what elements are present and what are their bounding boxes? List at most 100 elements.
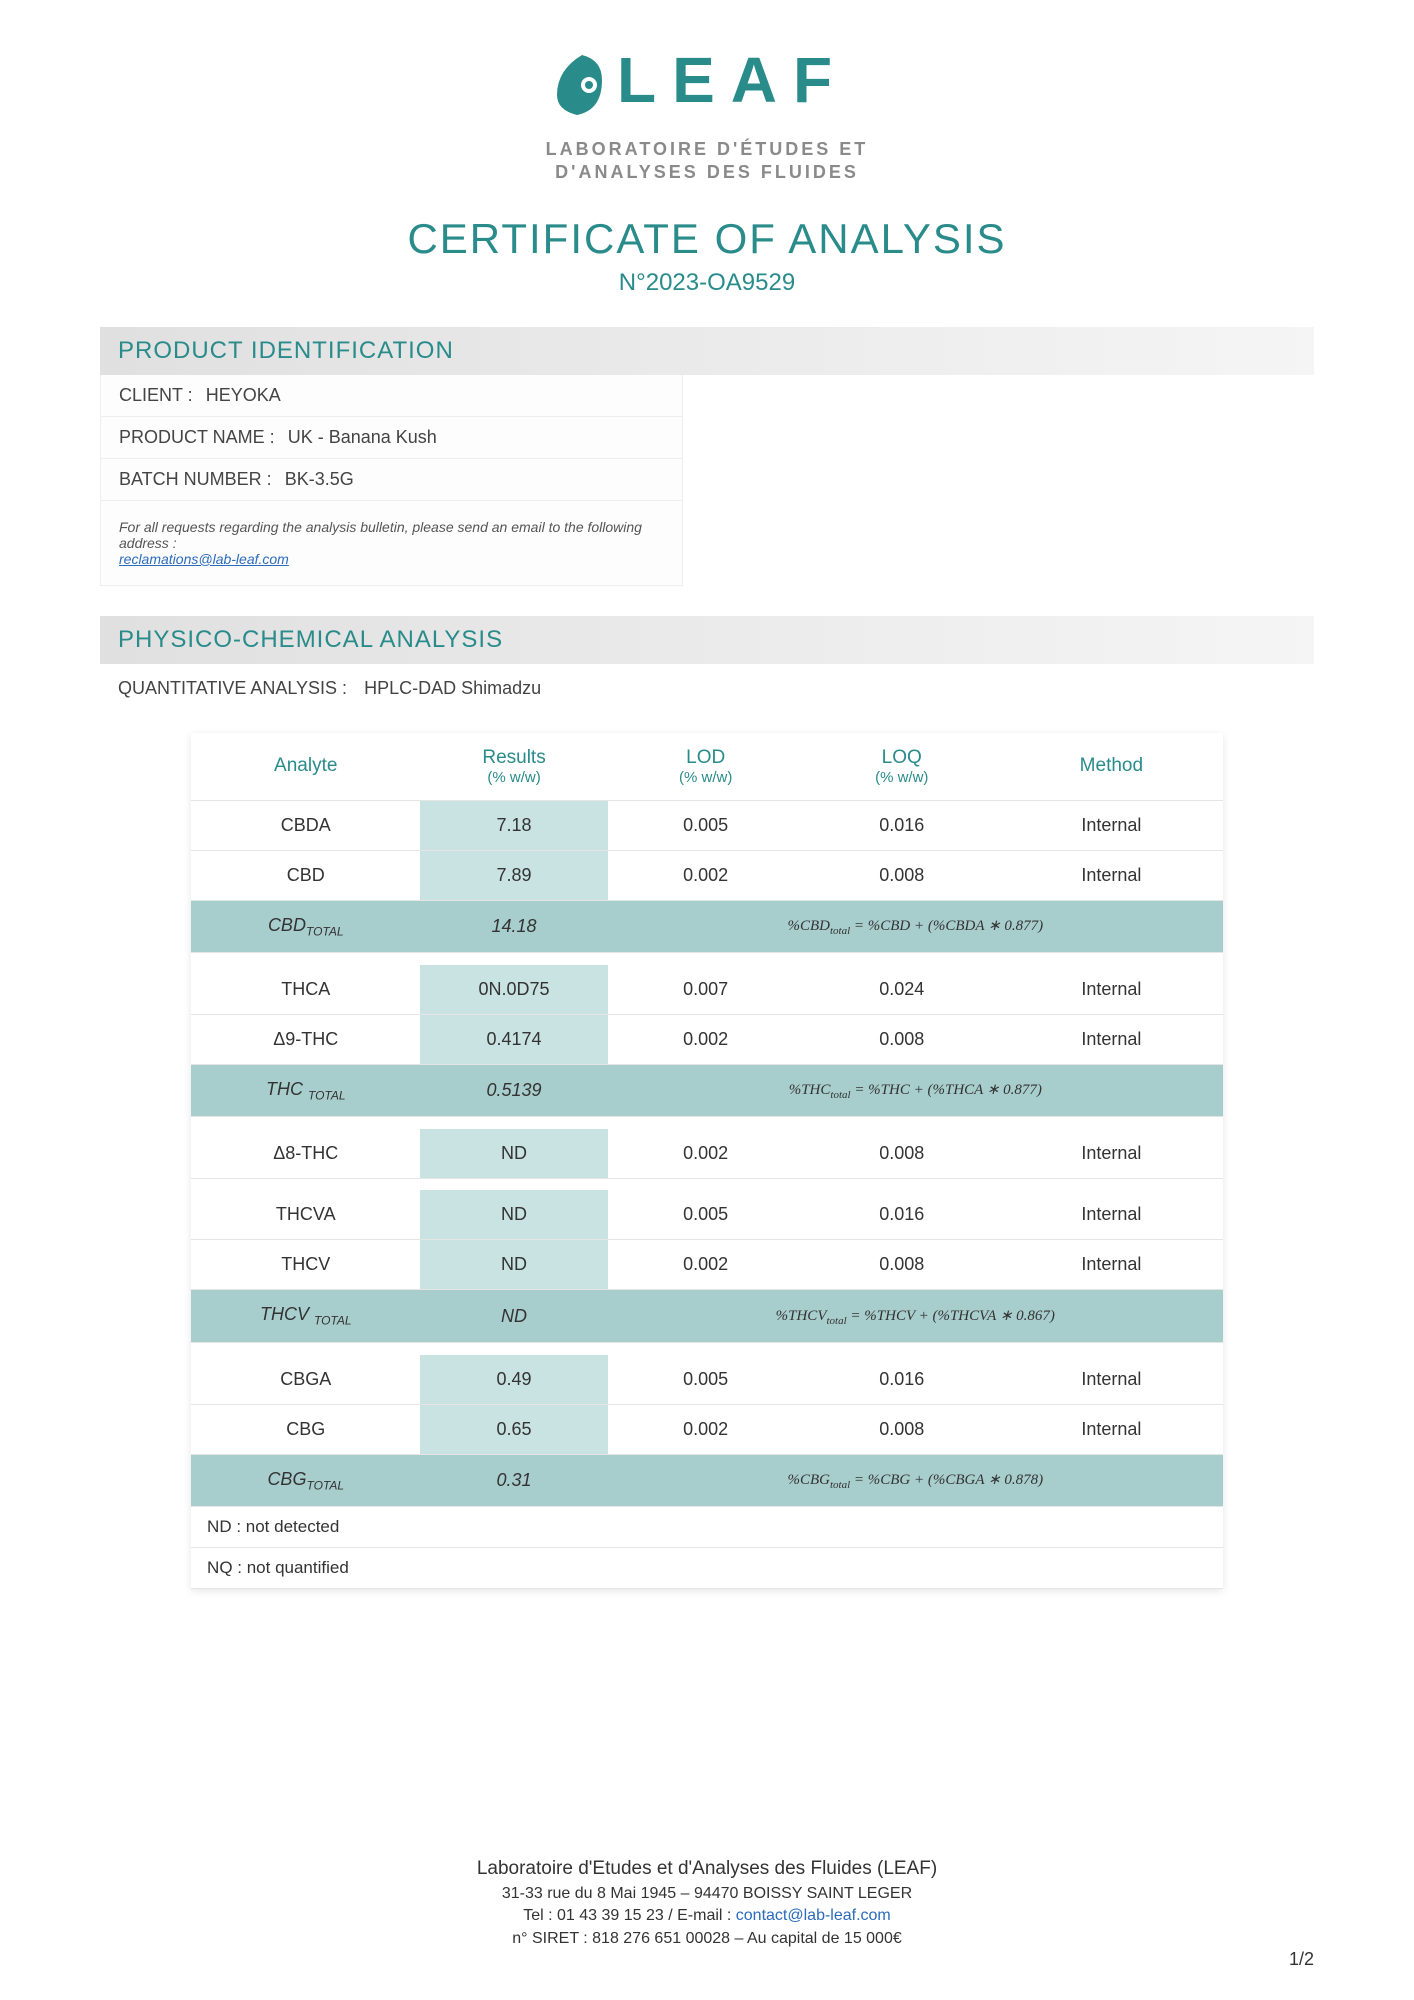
cell-result: 0.49 — [420, 1355, 607, 1405]
legend-text: ND : not detected — [191, 1507, 1223, 1548]
table-gap-row — [191, 1343, 1223, 1355]
cell-lod: 0.002 — [608, 1014, 804, 1064]
page-number: 1/2 — [1289, 1949, 1314, 1970]
certificate-title: CERTIFICATE OF ANALYSIS — [100, 215, 1314, 263]
ident-value: BK-3.5G — [285, 469, 354, 489]
cell-method: Internal — [1000, 1014, 1223, 1064]
ident-row-batch: BATCH NUMBER : BK-3.5G — [101, 459, 682, 501]
cell-lod: 0.005 — [608, 800, 804, 850]
cell-formula: %THCtotal = %THC + (%THCA ∗ 0.877) — [608, 1064, 1223, 1117]
table-row: THCVAND0.0050.016Internal — [191, 1190, 1223, 1240]
section-header-product-ident: PRODUCT IDENTIFICATION — [100, 327, 1314, 375]
logo-section: LEAF LABORATOIRE D'ÉTUDES ET D'ANALYSES … — [100, 40, 1314, 185]
footer-email-link[interactable]: contact@lab-leaf.com — [736, 1907, 891, 1924]
ident-row-client: CLIENT : HEYOKA — [101, 375, 682, 417]
cell-lod: 0.002 — [608, 1404, 804, 1454]
product-ident-box: CLIENT : HEYOKA PRODUCT NAME : UK - Bana… — [100, 375, 683, 586]
cell-result: 0N.0D75 — [420, 965, 607, 1015]
cell-lod: 0.007 — [608, 965, 804, 1015]
cell-result-total: 14.18 — [420, 900, 607, 953]
cell-analyte: CBDA — [191, 800, 420, 850]
footer-line1: Laboratoire d'Etudes et d'Analyses des F… — [0, 1856, 1414, 1883]
table-total-row: THCV TOTALND%THCVtotal = %THCV + (%THCVA… — [191, 1290, 1223, 1343]
analysis-value: HPLC-DAD Shimadzu — [364, 678, 541, 698]
cell-formula: %CBDtotal = %CBD + (%CBDA ∗ 0.877) — [608, 900, 1223, 953]
ident-note: For all requests regarding the analysis … — [101, 501, 682, 585]
logo: LEAF LABORATOIRE D'ÉTUDES ET D'ANALYSES … — [527, 40, 887, 185]
cell-result: ND — [420, 1129, 607, 1179]
cell-analyte: CBD — [191, 850, 420, 900]
cell-analyte: Δ9-THC — [191, 1014, 420, 1064]
cell-loq: 0.016 — [804, 1190, 1000, 1240]
table-row: CBD7.890.0020.008Internal — [191, 850, 1223, 900]
cell-analyte-total: CBGTOTAL — [191, 1454, 420, 1507]
logo-subtitle-2: D'ANALYSES DES FLUIDES — [527, 161, 887, 184]
cell-analyte: Δ8-THC — [191, 1129, 420, 1179]
cell-formula: %THCVtotal = %THCV + (%THCVA ∗ 0.867) — [608, 1290, 1223, 1343]
cell-loq: 0.016 — [804, 1355, 1000, 1405]
analysis-line: QUANTITATIVE ANALYSIS : HPLC-DAD Shimadz… — [100, 664, 1314, 713]
table-legend-row: ND : not detected — [191, 1507, 1223, 1548]
table-total-row: THC TOTAL0.5139%THCtotal = %THC + (%THCA… — [191, 1064, 1223, 1117]
footer-line2: 31-33 rue du 8 Mai 1945 – 94470 BOISSY S… — [0, 1883, 1414, 1905]
th-loq: LOQ(% w/w) — [804, 733, 1000, 801]
cell-analyte-total: CBDTOTAL — [191, 900, 420, 953]
table-header-row: Analyte Results(% w/w) LOD(% w/w) LOQ(% … — [191, 733, 1223, 801]
th-lod: LOD(% w/w) — [608, 733, 804, 801]
cell-analyte: THCVA — [191, 1190, 420, 1240]
cell-loq: 0.008 — [804, 1404, 1000, 1454]
cell-result: 7.89 — [420, 850, 607, 900]
cell-result: 7.18 — [420, 800, 607, 850]
cell-loq: 0.008 — [804, 1240, 1000, 1290]
cell-loq: 0.008 — [804, 1129, 1000, 1179]
cell-method: Internal — [1000, 1240, 1223, 1290]
cell-analyte-total: THC TOTAL — [191, 1064, 420, 1117]
th-results: Results(% w/w) — [420, 733, 607, 801]
cell-result: 0.65 — [420, 1404, 607, 1454]
ident-label: PRODUCT NAME : — [119, 427, 275, 447]
cell-method: Internal — [1000, 1404, 1223, 1454]
table-gap-row — [191, 1117, 1223, 1129]
note-email-link[interactable]: reclamations@lab-leaf.com — [119, 551, 289, 567]
cell-lod: 0.005 — [608, 1355, 804, 1405]
legend-text: NQ : not quantified — [191, 1548, 1223, 1589]
table-row: THCVND0.0020.008Internal — [191, 1240, 1223, 1290]
table-row: CBGA0.490.0050.016Internal — [191, 1355, 1223, 1405]
cell-result: 0.4174 — [420, 1014, 607, 1064]
cell-method: Internal — [1000, 965, 1223, 1015]
cell-result: ND — [420, 1190, 607, 1240]
table-row: CBDA7.180.0050.016Internal — [191, 800, 1223, 850]
table-total-row: CBDTOTAL14.18%CBDtotal = %CBD + (%CBDA ∗… — [191, 900, 1223, 953]
leaf-logo-icon: LEAF — [527, 40, 887, 130]
table-row: CBG0.650.0020.008Internal — [191, 1404, 1223, 1454]
cell-analyte: THCA — [191, 965, 420, 1015]
footer-line4: n° SIRET : 818 276 651 00028 – Au capita… — [0, 1928, 1414, 1950]
table-row: Δ8-THCND0.0020.008Internal — [191, 1129, 1223, 1179]
table-gap-row — [191, 1178, 1223, 1190]
table-gap-row — [191, 953, 1223, 965]
cell-lod: 0.005 — [608, 1190, 804, 1240]
footer-line3: Tel : 01 43 39 15 23 / E-mail : contact@… — [0, 1905, 1414, 1927]
cell-result-total: ND — [420, 1290, 607, 1343]
section-header-physico: PHYSICO-CHEMICAL ANALYSIS — [100, 616, 1314, 664]
cell-result-total: 0.31 — [420, 1454, 607, 1507]
ident-label: CLIENT : — [119, 385, 193, 405]
cell-method: Internal — [1000, 850, 1223, 900]
cell-analyte: CBGA — [191, 1355, 420, 1405]
cell-result: ND — [420, 1240, 607, 1290]
logo-subtitle-1: LABORATOIRE D'ÉTUDES ET — [527, 138, 887, 161]
svg-text:LEAF: LEAF — [617, 44, 848, 116]
ident-value: HEYOKA — [206, 385, 281, 405]
ident-label: BATCH NUMBER : — [119, 469, 272, 489]
cell-analyte: CBG — [191, 1404, 420, 1454]
ident-value: UK - Banana Kush — [288, 427, 437, 447]
cell-method: Internal — [1000, 1355, 1223, 1405]
ident-row-product: PRODUCT NAME : UK - Banana Kush — [101, 417, 682, 459]
cell-loq: 0.024 — [804, 965, 1000, 1015]
th-analyte: Analyte — [191, 733, 420, 801]
th-method: Method — [1000, 733, 1223, 801]
analysis-label: QUANTITATIVE ANALYSIS : — [118, 678, 347, 698]
table-total-row: CBGTOTAL0.31%CBGtotal = %CBG + (%CBGA ∗ … — [191, 1454, 1223, 1507]
cell-method: Internal — [1000, 1190, 1223, 1240]
results-table: Analyte Results(% w/w) LOD(% w/w) LOQ(% … — [191, 733, 1223, 1589]
